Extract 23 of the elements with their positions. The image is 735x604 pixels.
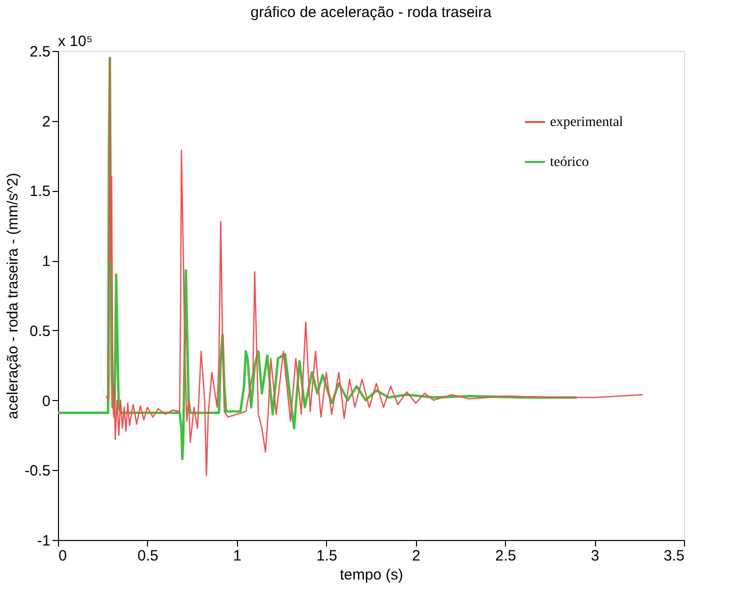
legend-label: experimental <box>550 115 624 130</box>
x-tick-label: 0 <box>58 548 67 564</box>
x-tick-label: 0.5 <box>138 548 158 564</box>
x-tick-label: 1 <box>233 548 242 564</box>
x-tick-label: 2.5 <box>495 548 516 564</box>
chart-title: gráfico de aceleração - roda traseira <box>250 4 492 21</box>
x-tick-label: 3.5 <box>664 548 684 564</box>
y-tick-label: -1 <box>37 532 50 550</box>
y-axis-title: aceleração - roda traseira - (mm/s^2) <box>4 172 22 420</box>
line-series <box>106 57 644 476</box>
y-tick-label: 2.5 <box>30 44 50 60</box>
y-tick-label: 0.5 <box>30 322 50 340</box>
y-tick-label: 1 <box>42 253 50 270</box>
y-tick-label: 0 <box>42 392 50 410</box>
x-tick-label: 3 <box>590 548 600 564</box>
y-tick-label: 1.5 <box>30 183 50 200</box>
x-tick-label: 2 <box>412 548 420 564</box>
y-tick-label: 2 <box>42 113 50 130</box>
legend-label: teórico <box>550 155 589 170</box>
y-tick-label: -0.5 <box>24 462 50 480</box>
text: x 10⁵ <box>58 33 93 50</box>
x-tick-label: 1.5 <box>316 548 338 564</box>
x-axis-title: tempo (s) <box>340 566 404 584</box>
